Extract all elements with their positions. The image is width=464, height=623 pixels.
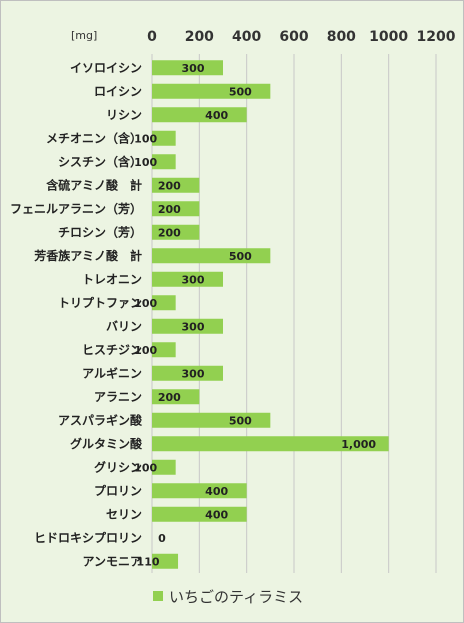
bar	[152, 130, 176, 146]
bar	[152, 83, 271, 99]
category-label: グルタミン酸	[70, 436, 143, 451]
legend: いちごのティラミス	[153, 588, 303, 606]
data-label: 500	[229, 85, 252, 98]
data-label: 500	[229, 414, 252, 427]
legend-swatch	[153, 591, 163, 601]
category-label: ヒドロキシプロリン	[34, 530, 142, 545]
data-label: 200	[158, 179, 181, 192]
category-label: フェニルアラニン（芳）	[10, 201, 142, 216]
data-label: 110	[137, 555, 160, 568]
data-label: 300	[182, 367, 205, 380]
bars	[152, 60, 389, 569]
data-label: 400	[205, 508, 228, 521]
data-label: 200	[158, 203, 181, 216]
category-label: グリシン	[94, 459, 142, 474]
category-label: メチオニン（含）	[46, 130, 142, 145]
bar	[152, 553, 179, 569]
bar	[152, 201, 200, 217]
bar	[152, 224, 200, 240]
x-tick-label: 800	[327, 29, 356, 45]
data-label: 300	[182, 320, 205, 333]
x-tick-label: 400	[232, 29, 261, 45]
x-tick-label: 600	[279, 29, 308, 45]
category-label: 芳香族アミノ酸 計	[34, 248, 142, 263]
category-label: ロイシン	[94, 84, 142, 98]
category-label: トレオニン	[82, 272, 142, 286]
data-label: 400	[205, 485, 228, 498]
data-label: 100	[134, 344, 157, 357]
data-label: 300	[182, 62, 205, 75]
category-label: アスパラギン酸	[58, 412, 143, 427]
x-tick-label: 1200	[417, 29, 456, 45]
bar	[152, 248, 271, 264]
bar	[152, 342, 176, 358]
data-label: 100	[134, 132, 157, 145]
bar	[152, 177, 200, 193]
bar	[152, 295, 176, 311]
bar	[152, 389, 200, 405]
data-label: 1,000	[341, 438, 376, 451]
bar	[152, 107, 247, 123]
bar	[152, 436, 389, 452]
category-label: ヒスチジン	[82, 343, 142, 357]
x-tick-label: 1000	[369, 29, 408, 45]
data-label: 100	[134, 461, 157, 474]
category-label: セリン	[106, 507, 142, 521]
category-label: トリプトファン	[58, 295, 142, 310]
legend-label: いちごのティラミス	[169, 588, 303, 606]
bar	[152, 154, 176, 170]
category-label: プロリン	[94, 483, 142, 498]
data-label: 400	[205, 109, 228, 122]
category-label: リシン	[106, 108, 142, 122]
data-labels: 3005004001001002002002005003001003001003…	[134, 62, 376, 569]
data-label: 100	[134, 297, 157, 310]
bar	[152, 412, 271, 428]
category-label: バリン	[106, 319, 142, 333]
data-label: 300	[182, 273, 205, 286]
unit-label: [mg]	[71, 29, 97, 42]
category-label: 含硫アミノ酸 計	[46, 177, 142, 192]
category-label: アラニン	[94, 390, 142, 404]
data-label: 100	[134, 156, 157, 169]
x-tick-label: 200	[185, 29, 214, 45]
bar	[152, 60, 223, 76]
data-label: 0	[158, 532, 166, 545]
category-label: アンモニア	[82, 554, 142, 568]
bar	[152, 318, 223, 334]
bar	[152, 506, 247, 522]
bar	[152, 365, 223, 381]
x-axis-ticks: 0 200 400 600 800 1000 1200	[147, 29, 456, 45]
category-label: アルギニン	[82, 365, 142, 380]
data-label: 200	[158, 391, 181, 404]
bar	[152, 271, 223, 287]
bar	[152, 459, 176, 475]
category-label: チロシン（芳）	[58, 224, 142, 239]
x-tick-label: 0	[147, 29, 157, 45]
data-label: 200	[158, 226, 181, 239]
data-label: 500	[229, 250, 252, 263]
gridlines	[151, 54, 437, 573]
category-label: シスチン（含）	[58, 154, 142, 169]
category-label: イソロイシン	[70, 61, 142, 75]
bar	[152, 483, 247, 499]
